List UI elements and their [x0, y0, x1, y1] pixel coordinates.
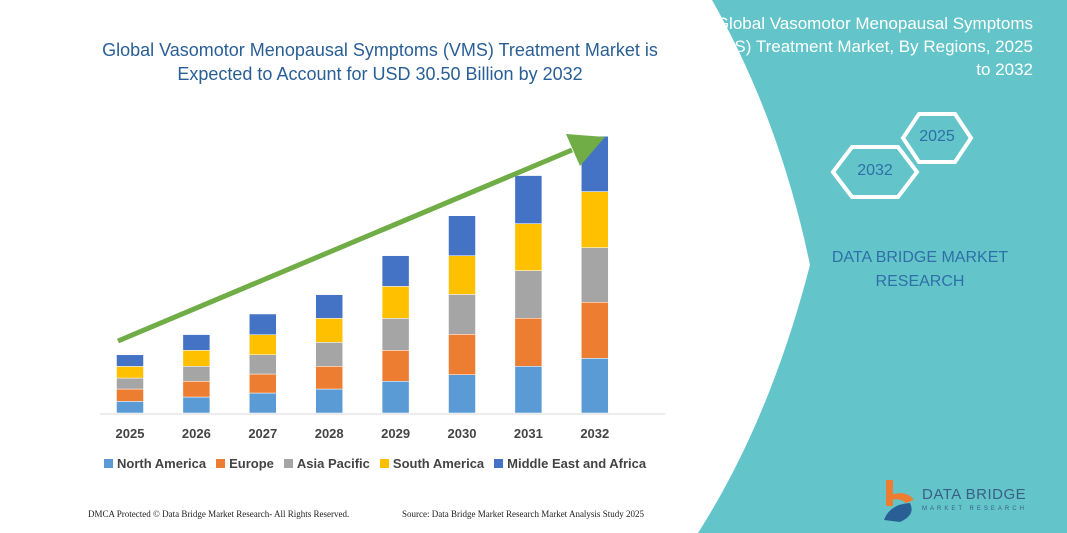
bar-segment-2025-middle-east-and-africa — [116, 354, 144, 367]
bar-segment-2031-europe — [514, 318, 543, 367]
bar-segment-2032-asia-pacific — [581, 247, 609, 303]
bar-segment-2030-north-america — [448, 374, 476, 414]
bar-segment-2029-europe — [381, 350, 410, 382]
legend-item: South America — [379, 456, 485, 471]
brand-text: DATA BRIDGE MARKET RESEARCH — [820, 246, 1020, 294]
bar-segment-2025-north-america — [116, 401, 144, 414]
bar-segment-2027-middle-east-and-africa — [249, 313, 277, 335]
teal-panel — [698, 0, 1067, 533]
logo-subtext: MARKET RESEARCH — [922, 506, 1027, 512]
legend-label: Europe — [229, 456, 274, 471]
bar-segment-2027-south-america — [249, 334, 277, 355]
logo-icon — [884, 480, 914, 522]
x-tick-2032: 2032 — [580, 426, 610, 441]
hex-2032 — [830, 145, 920, 199]
legend-label: South America — [392, 456, 485, 471]
bar-segment-2031-south-america — [514, 223, 543, 271]
bar-segment-2028-asia-pacific — [315, 342, 343, 367]
brand-line2: RESEARCH — [875, 273, 965, 290]
brand-line1: DATA BRIDGE MARKET — [831, 249, 1009, 266]
chart-title: Global Vasomotor Menopausal Symptoms (VM… — [102, 40, 658, 84]
bar-segment-2030-europe — [448, 334, 476, 375]
bar-segment-2026-asia-pacific — [182, 366, 211, 382]
bar-segment-2030-middle-east-and-africa — [448, 215, 476, 256]
legend: North America Europe Asia Pacific South Ame… — [104, 456, 646, 471]
legend-label: Middle East and Africa — [507, 456, 647, 471]
legend-swatch — [283, 459, 293, 468]
bar-segment-2032-europe — [581, 302, 609, 359]
bar-segment-2027-europe — [249, 373, 277, 394]
legend-item: Europe — [216, 456, 274, 471]
hex-label-2032: 2032 — [857, 162, 893, 179]
bar-segment-2028-south-america — [315, 318, 343, 343]
x-tick-2030: 2030 — [447, 426, 477, 441]
source: Source: Data Bridge Market Research Mark… — [402, 509, 644, 519]
bar-segment-2030-asia-pacific — [448, 294, 476, 335]
bar-segment-2030-south-america — [448, 255, 476, 295]
x-tick-2026: 2026 — [181, 426, 211, 441]
logo-text: DATA BRIDGE — [922, 486, 1027, 503]
bar-segment-2031-north-america — [514, 366, 543, 414]
bar-segment-2026-europe — [182, 381, 211, 398]
legend-swatch — [379, 459, 389, 468]
trend-arrow — [117, 134, 605, 344]
bar-segment-2025-asia-pacific — [116, 377, 144, 390]
x-tick-2029: 2029 — [381, 426, 411, 441]
bar-segment-2029-middle-east-and-africa — [381, 255, 410, 287]
x-tick-2028: 2028 — [314, 426, 344, 441]
bar-segment-2026-north-america — [182, 396, 211, 414]
bar-segment-2028-europe — [315, 366, 343, 390]
hex-label-2025: 2025 — [919, 128, 955, 145]
bar-segment-2026-middle-east-and-africa — [182, 334, 211, 351]
bar-segment-2032-south-america — [581, 191, 609, 248]
bar-segment-2029-north-america — [381, 381, 410, 414]
x-tick-2031: 2031 — [513, 426, 543, 441]
x-tick-2025: 2025 — [115, 426, 145, 441]
legend-label: North America — [117, 456, 207, 471]
bar-segment-2032-north-america — [581, 358, 609, 414]
legend-swatch — [494, 459, 504, 468]
legend-swatch — [216, 459, 226, 468]
bar-segment-2031-middle-east-and-africa — [514, 175, 543, 224]
x-tick-2027: 2027 — [248, 426, 278, 441]
bar-segment-2025-south-america — [116, 366, 144, 379]
legend-item: Asia Pacific — [283, 456, 370, 471]
bar-segment-2027-asia-pacific — [249, 354, 277, 375]
bars — [116, 136, 609, 414]
copyright: DMCA Protected © Data Bridge Market Rese… — [88, 509, 350, 519]
hex-2025 — [900, 112, 974, 164]
panel-title: Global Vasomotor Menopausal Symptoms (VM… — [703, 14, 1033, 79]
bar-segment-2027-north-america — [249, 392, 277, 414]
legend-item: Middle East and Africa — [494, 456, 646, 471]
legend-swatch — [104, 459, 113, 468]
bar-segment-2031-asia-pacific — [514, 270, 543, 319]
bar-segment-2026-south-america — [182, 350, 211, 367]
bar-segment-2028-north-america — [315, 388, 343, 414]
legend-item: North America — [104, 456, 206, 471]
bar-segment-2028-middle-east-and-africa — [315, 294, 343, 319]
bar-segment-2025-europe — [116, 388, 144, 402]
bar-segment-2029-south-america — [381, 286, 410, 319]
legend-label: Asia Pacific — [296, 456, 370, 471]
bar-segment-2029-asia-pacific — [381, 318, 410, 351]
